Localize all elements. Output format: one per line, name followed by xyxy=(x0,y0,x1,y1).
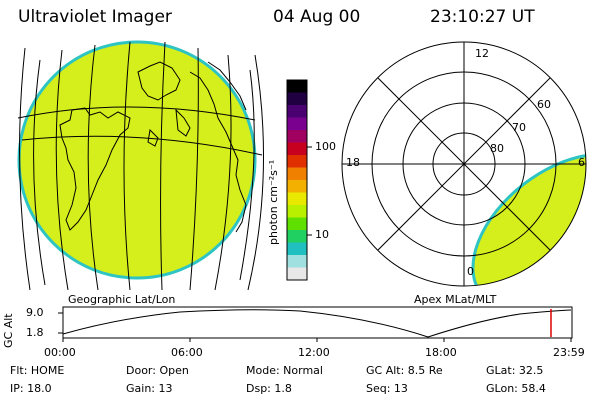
colorbar-segment xyxy=(287,180,307,193)
timeline-ytick-high: 9.0 xyxy=(26,306,44,319)
timeline-ylabel: GC Alt xyxy=(2,313,15,348)
timeline-xtick: 12:00 xyxy=(298,346,330,359)
mlt-label-top: 12 xyxy=(475,47,489,60)
geographic-map xyxy=(17,40,265,290)
outer-grid-arcs xyxy=(19,47,265,290)
altitude-timeline xyxy=(58,306,573,342)
altitude-curve xyxy=(62,309,572,338)
earth-limb xyxy=(17,40,257,280)
apex-polar-plot xyxy=(341,41,587,287)
colorbar-segment xyxy=(287,242,307,256)
right-panel-caption: Apex MLat/MLT xyxy=(414,293,497,306)
colorbar-frame xyxy=(286,79,308,281)
colorbar-segment xyxy=(287,80,307,93)
colorbar-unit-label: photon cm⁻²s⁻¹ xyxy=(267,159,280,245)
coastlines xyxy=(59,61,247,233)
colorbar-segment xyxy=(287,217,307,231)
mlat-label-60: 60 xyxy=(537,98,551,111)
colorbar-segment xyxy=(287,155,307,168)
timeline-xtick: 18:00 xyxy=(425,346,457,359)
info-glon: GLon: 58.4 xyxy=(486,382,546,395)
colorbar-segment xyxy=(287,142,307,156)
longitude-lines xyxy=(33,41,255,290)
timeline-xtick: 00:00 xyxy=(44,346,76,359)
colorbar-segment xyxy=(287,117,307,131)
info-door: Door: Open xyxy=(126,364,189,377)
info-gc-alt: GC Alt: 8.5 Re xyxy=(366,364,443,377)
colorbar-segment xyxy=(287,130,307,143)
mlat-label-80: 80 xyxy=(490,142,504,155)
colorbar-tick-10: 10 xyxy=(315,228,329,241)
app-title: Ultraviolet Imager xyxy=(18,7,172,27)
info-ip: IP: 18.0 xyxy=(10,382,52,395)
colorbar-segment xyxy=(287,205,307,218)
info-dsp: Dsp: 1.8 xyxy=(246,382,292,395)
info-flight: Flt: HOME xyxy=(10,364,65,377)
left-panel-caption: Geographic Lat/Lon xyxy=(68,293,176,306)
timeline-ytick-low: 1.8 xyxy=(26,326,44,339)
info-glat: GLat: 32.5 xyxy=(486,364,544,377)
colorbar-segment xyxy=(287,92,307,106)
colorbar-segment xyxy=(287,230,307,243)
colorbar-segment xyxy=(287,105,307,118)
info-mode: Mode: Normal xyxy=(246,364,323,377)
colorbar-segment xyxy=(287,267,307,281)
colorbar xyxy=(286,79,308,281)
info-gain: Gain: 13 xyxy=(126,382,173,395)
mlat-label-70: 70 xyxy=(512,121,526,134)
mlt-label-bottom: 0 xyxy=(467,265,474,278)
time-label: 23:10:27 UT xyxy=(430,7,535,27)
timeline-xtick: 06:00 xyxy=(171,346,203,359)
colorbar-ticks xyxy=(307,146,312,236)
colorbar-segment xyxy=(287,192,307,206)
mlt-label-right: 6 xyxy=(578,156,585,169)
colorbar-segment xyxy=(287,167,307,181)
info-seq: Seq: 13 xyxy=(366,382,408,395)
timeline-xtick: 23:59 xyxy=(553,346,585,359)
mlt-label-left: 18 xyxy=(346,156,360,169)
date-label: 04 Aug 00 xyxy=(273,7,361,27)
auroral-oval xyxy=(471,152,586,286)
colorbar-segment xyxy=(287,255,307,268)
latitude-lines xyxy=(17,106,263,156)
colorbar-tick-100: 100 xyxy=(315,140,336,153)
